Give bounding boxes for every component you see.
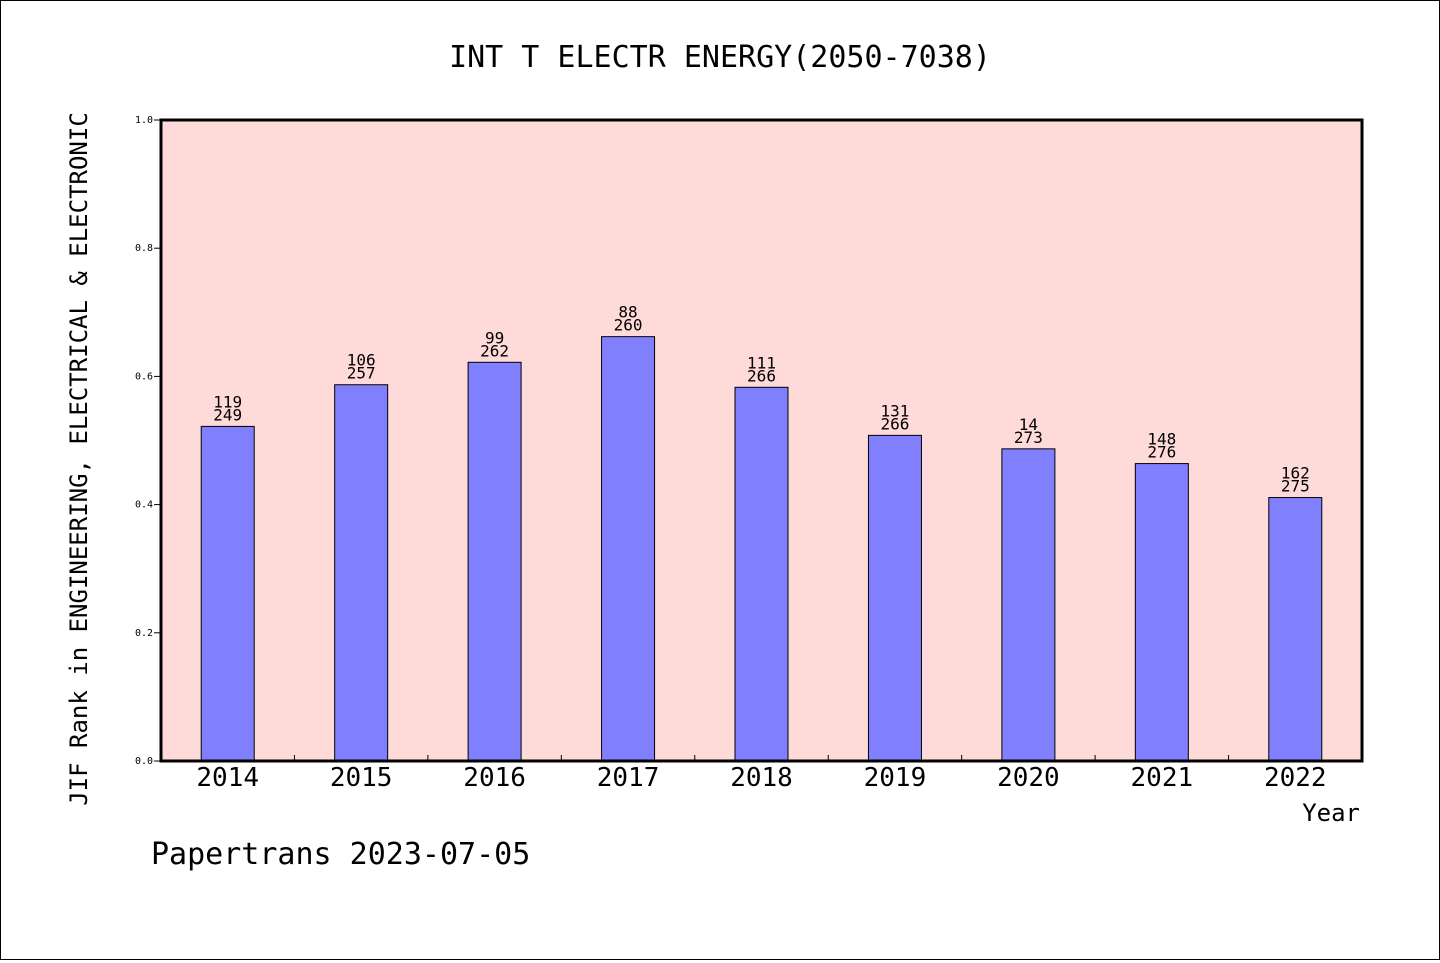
bar-total-label: 262 xyxy=(480,341,509,360)
bar-rank-label: 111 xyxy=(747,353,776,372)
bar-2017 xyxy=(601,336,656,762)
bar-2018 xyxy=(734,386,789,762)
bar-total-label: 260 xyxy=(614,316,643,335)
bar-2019 xyxy=(867,434,922,762)
x-tick-label: 2015 xyxy=(330,763,393,793)
bar-2020 xyxy=(1001,448,1056,762)
bar-rank-label: 119 xyxy=(213,392,242,411)
y-tick-label: 1.0 xyxy=(135,115,153,126)
x-tick-label: 2020 xyxy=(997,763,1060,793)
bar-total-label: 266 xyxy=(747,366,776,385)
x-tick-label: 2017 xyxy=(597,763,660,793)
bar-total-label: 275 xyxy=(1281,477,1310,496)
x-axis-label: Year xyxy=(1302,799,1360,827)
y-axis-label: JIF Rank in ENGINEERING, ELECTRICAL & EL… xyxy=(65,112,93,806)
y-tick-label: 0.0 xyxy=(135,756,153,767)
footer-credit: Papertrans 2023-07-05 xyxy=(151,837,530,872)
x-tick-label: 2018 xyxy=(730,763,793,793)
bar-total-label: 257 xyxy=(347,364,376,383)
bar-rank-label: 131 xyxy=(880,401,909,420)
bar-2021 xyxy=(1134,463,1189,762)
bar-rank-label: 14 xyxy=(1019,415,1038,434)
bar-total-label: 273 xyxy=(1014,428,1043,447)
y-tick-label: 0.8 xyxy=(135,243,153,254)
bar-rank-label: 88 xyxy=(618,303,637,322)
bar-2014 xyxy=(200,425,255,762)
bars-group xyxy=(200,336,1323,762)
bar-total-label: 276 xyxy=(1147,443,1176,462)
bar-rank-label: 106 xyxy=(347,351,376,370)
bar-2015 xyxy=(334,384,389,762)
chart-title: INT T ELECTR ENERGY(2050-7038) xyxy=(449,40,991,75)
x-axis: 2014 2015 2016 2017 2018 2019 2020 2021 2022 xyxy=(196,755,1327,793)
bar-rank-label: 162 xyxy=(1281,464,1310,483)
y-axis: 0.0 0.2 0.4 0.6 0.8 1.0 xyxy=(135,115,161,767)
bar-2016 xyxy=(467,361,522,762)
y-tick-label: 0.2 xyxy=(135,628,153,639)
x-tick-label: 2021 xyxy=(1131,763,1194,793)
x-tick-label: 2016 xyxy=(463,763,526,793)
bar-rank-label: 99 xyxy=(485,328,504,347)
bar-total-label: 266 xyxy=(880,414,909,433)
bar-2022 xyxy=(1268,497,1323,762)
y-tick-label: 0.6 xyxy=(135,371,153,382)
y-tick-label: 0.4 xyxy=(135,500,153,511)
x-tick-label: 2014 xyxy=(196,763,259,793)
bar-total-label: 249 xyxy=(213,405,242,424)
plot-border xyxy=(159,118,1364,763)
bar-rank-label: 148 xyxy=(1147,430,1176,449)
x-tick-label: 2019 xyxy=(864,763,927,793)
x-tick-label: 2022 xyxy=(1264,763,1327,793)
